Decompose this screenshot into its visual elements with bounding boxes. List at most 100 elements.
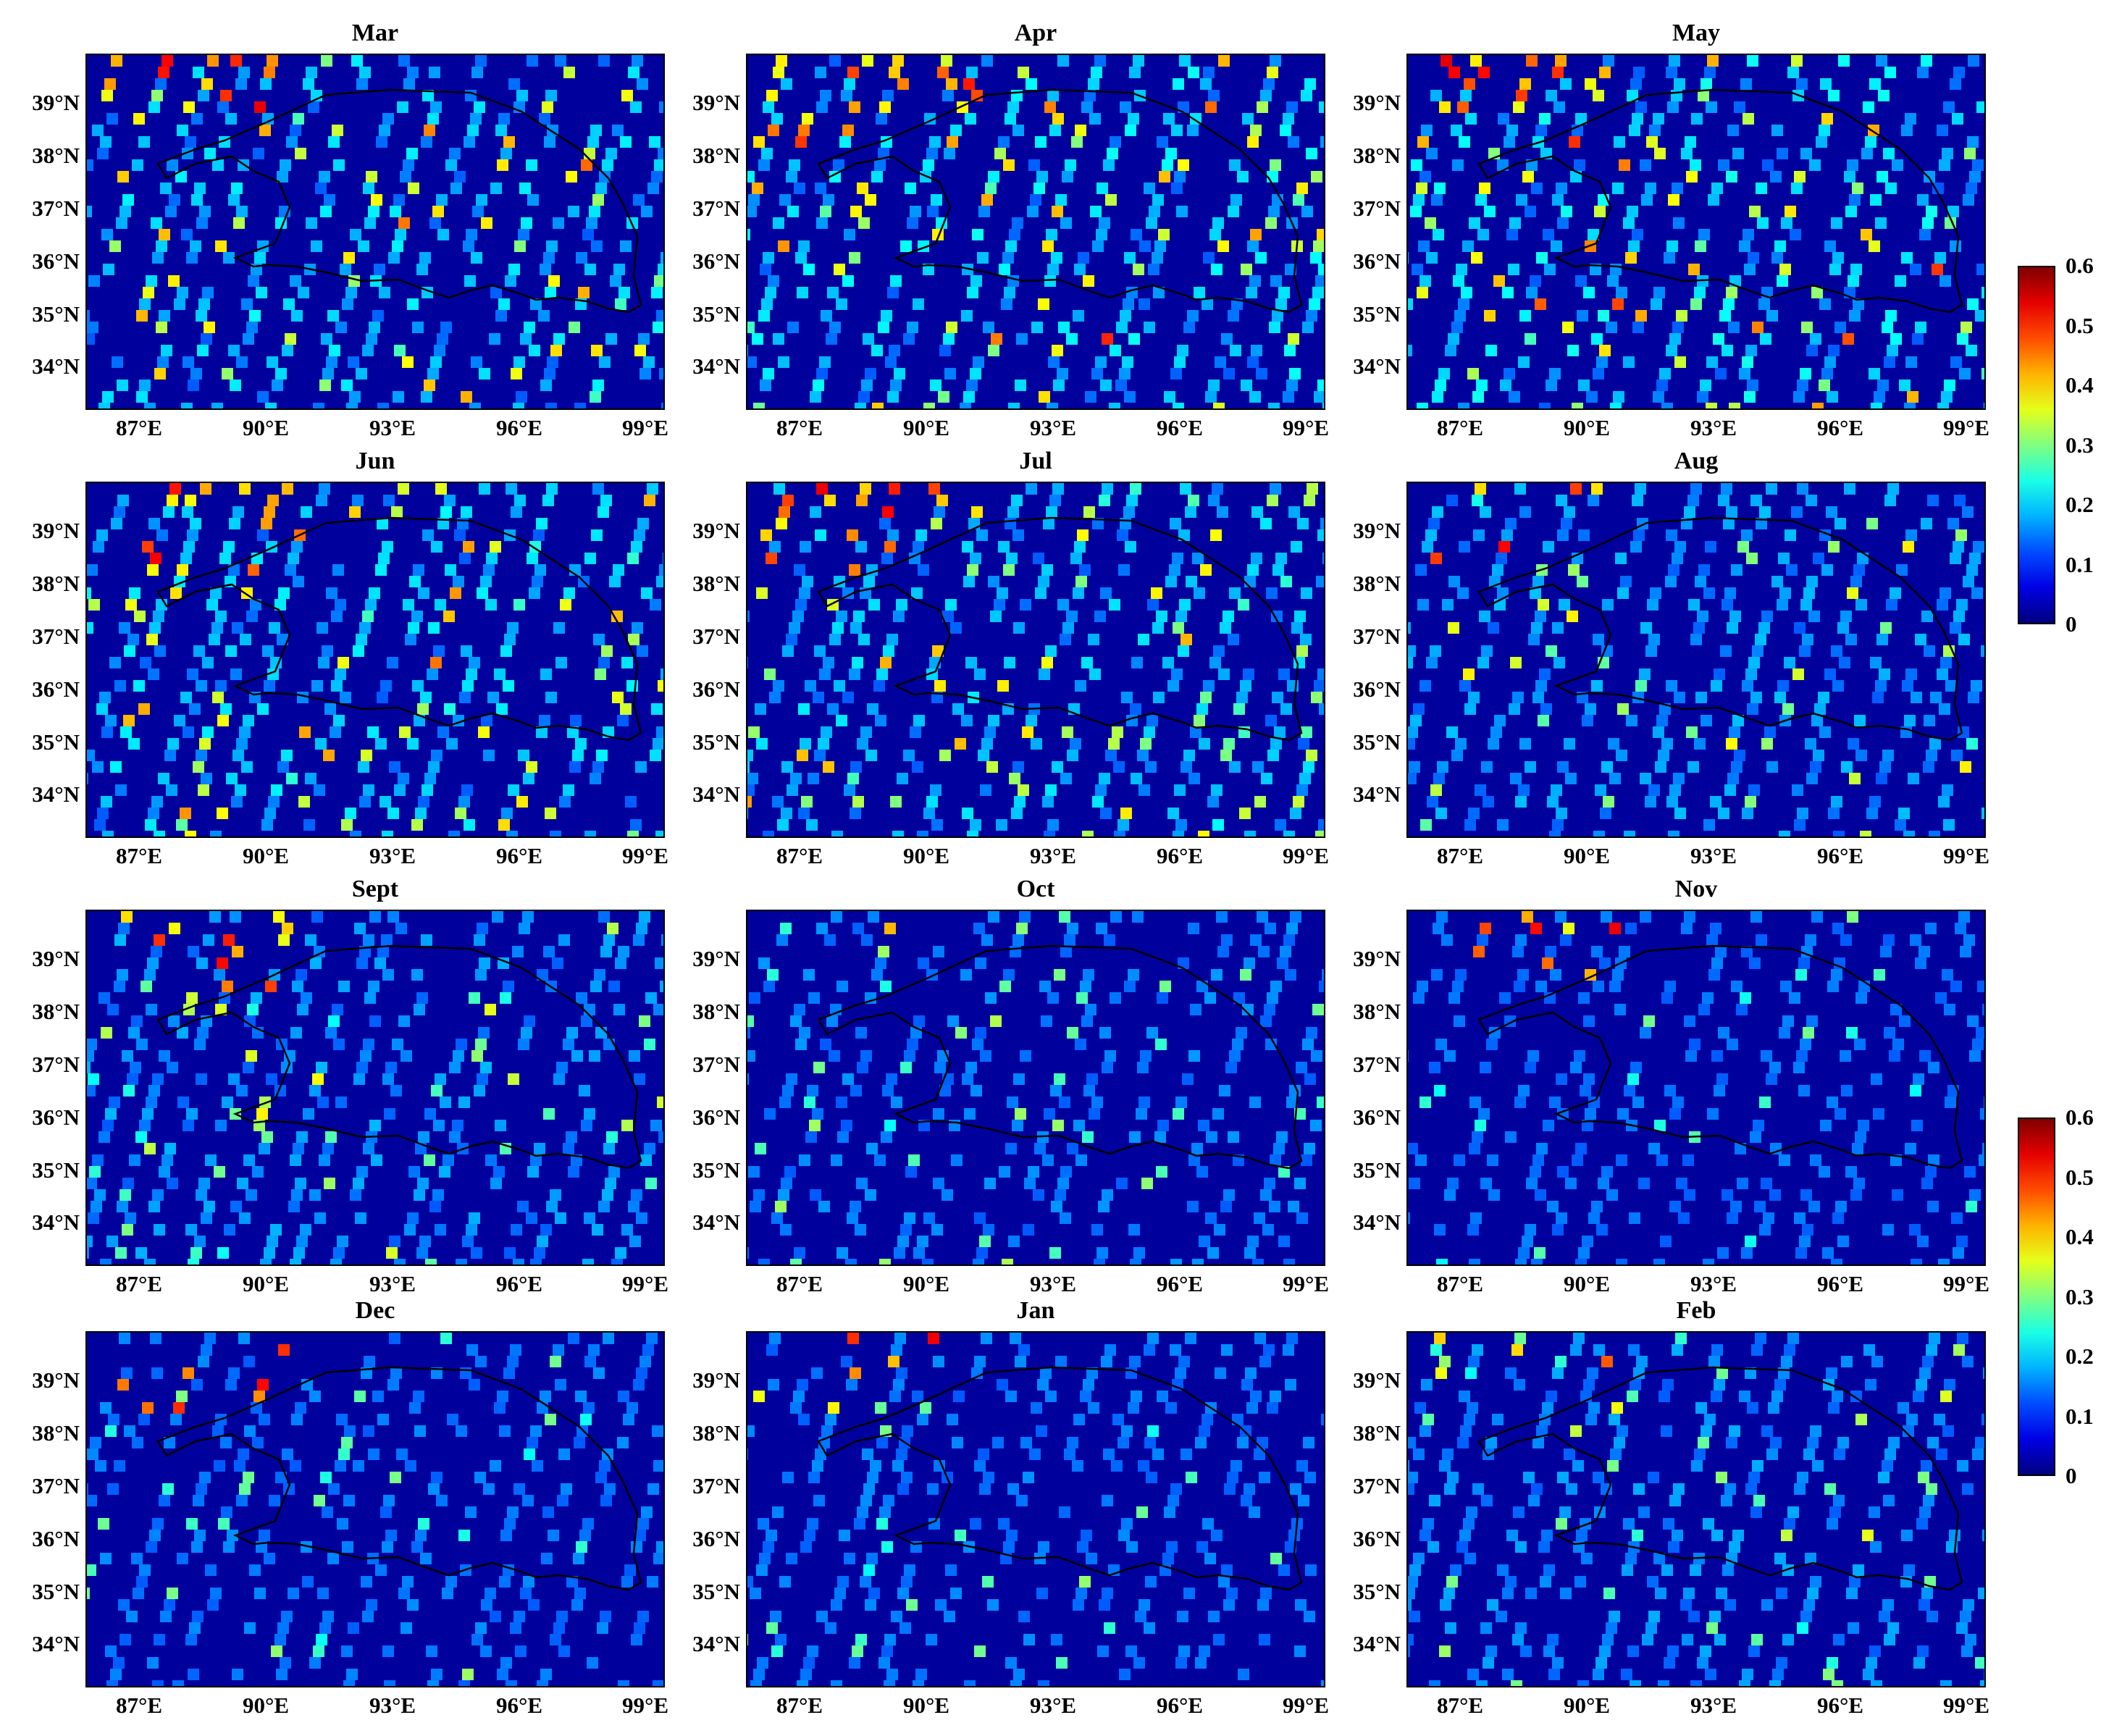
heatmap-cell	[1230, 194, 1242, 206]
heatmap-cell	[91, 1201, 102, 1212]
heatmap-cell	[1170, 368, 1182, 380]
heatmap-cell	[747, 1634, 748, 1645]
heatmap-cell	[1721, 599, 1733, 611]
heatmap-cell	[1805, 934, 1816, 946]
y-tick-label: 37°N	[692, 1052, 740, 1077]
heatmap-cell	[317, 1588, 329, 1599]
heatmap-cell	[277, 634, 288, 645]
heatmap-cell	[542, 1506, 554, 1518]
heatmap-cell	[319, 483, 330, 495]
heatmap-cell	[480, 576, 492, 587]
heatmap-cell	[1782, 703, 1794, 715]
heatmap-cell	[985, 992, 997, 1004]
heatmap-cell	[1980, 1108, 1984, 1120]
heatmap-cell	[1044, 1108, 1055, 1120]
heatmap-cell	[177, 287, 188, 298]
heatmap-cell	[550, 1356, 561, 1367]
heatmap-cell	[497, 1391, 508, 1402]
heatmap-cell	[1512, 946, 1524, 957]
heatmap-cell	[530, 298, 542, 310]
heatmap-cell	[807, 1518, 818, 1530]
heatmap-cell	[862, 55, 873, 67]
heatmap-cell	[1458, 298, 1469, 310]
heatmap-cell	[1713, 333, 1724, 345]
heatmap-cell	[1924, 715, 1935, 726]
heatmap-cell	[592, 483, 604, 495]
y-tick-label: 36°N	[32, 1526, 80, 1551]
heatmap-cell	[397, 101, 408, 113]
heatmap-cell	[1871, 403, 1882, 408]
heatmap-cell	[194, 1530, 206, 1541]
heatmap-cell	[167, 1178, 178, 1189]
heatmap-cell	[1578, 529, 1590, 541]
heatmap-cell	[1800, 1039, 1811, 1050]
heatmap-cell	[1178, 159, 1189, 171]
heatmap-cell	[424, 1108, 436, 1120]
heatmap-cell	[428, 1483, 440, 1495]
heatmap-cell	[1475, 784, 1486, 796]
heatmap-cell	[827, 703, 839, 715]
heatmap-cell	[374, 957, 386, 969]
heatmap-cell	[122, 1224, 133, 1236]
heatmap-cell	[1666, 529, 1677, 541]
heatmap-cell	[790, 773, 802, 784]
heatmap-cell	[1048, 356, 1060, 368]
heatmap-cell	[643, 356, 655, 368]
heatmap-cell	[1505, 1131, 1517, 1143]
heatmap-cell	[506, 1680, 517, 1686]
heatmap-cell	[117, 495, 129, 506]
heatmap-cell	[1426, 657, 1438, 668]
heatmap-cell	[1514, 981, 1525, 992]
heatmap-cell	[1042, 240, 1054, 252]
heatmap-cell	[1564, 506, 1575, 518]
x-tick-label: 93°E	[369, 1271, 416, 1296]
heatmap-cell	[1695, 692, 1707, 703]
heatmap-cell	[1769, 1062, 1781, 1073]
heatmap-cell	[1263, 78, 1275, 90]
heatmap-cell	[1745, 1236, 1756, 1247]
heatmap-cell	[315, 183, 327, 194]
y-tick-label: 39°N	[1353, 946, 1401, 971]
heatmap-cell	[136, 1039, 148, 1050]
heatmap-cell	[1244, 831, 1256, 836]
y-tick-label: 34°N	[32, 1631, 80, 1656]
heatmap-cell	[1421, 125, 1433, 136]
heatmap-cell	[651, 171, 663, 183]
heatmap-cell	[1205, 101, 1217, 113]
heatmap-cell	[1549, 368, 1561, 380]
heatmap-cell	[1286, 923, 1298, 934]
heatmap-cell	[105, 715, 117, 726]
heatmap-cell	[1073, 1599, 1084, 1611]
heatmap-cell	[1552, 67, 1564, 78]
heatmap-cell	[117, 171, 129, 183]
heatmap-cell	[1656, 715, 1668, 726]
heatmap-cell	[931, 518, 942, 529]
heatmap-cell	[595, 183, 607, 194]
heatmap-cell	[320, 1472, 332, 1483]
heatmap-cell	[1288, 333, 1299, 345]
heatmap-cell	[1296, 645, 1308, 657]
heatmap-cell	[1535, 125, 1547, 136]
heatmap-cell	[981, 738, 993, 750]
x-tick-label: 93°E	[369, 415, 416, 440]
heatmap-cell	[1038, 576, 1049, 587]
heatmap-cell	[1031, 738, 1042, 750]
heatmap-cell	[1133, 264, 1144, 275]
heatmap-cell	[641, 206, 653, 217]
heatmap-cell	[831, 1680, 842, 1686]
heatmap-cell	[1940, 657, 1952, 668]
heatmap-cell	[1886, 599, 1897, 611]
heatmap-cell	[1944, 1004, 1955, 1015]
heatmap-cell	[889, 67, 900, 78]
heatmap-cell	[456, 1039, 467, 1050]
heatmap-cell	[1583, 1015, 1595, 1027]
heatmap-cell	[409, 1402, 421, 1414]
heatmap-cell	[353, 1073, 365, 1085]
heatmap-cell	[1112, 726, 1123, 738]
heatmap-cell	[367, 726, 379, 738]
heatmap-cell	[1543, 1120, 1554, 1131]
heatmap-cell	[1648, 634, 1660, 645]
heatmap-cell	[524, 1448, 535, 1460]
heatmap-cell	[1479, 611, 1490, 622]
heatmap-cell	[653, 1680, 663, 1686]
